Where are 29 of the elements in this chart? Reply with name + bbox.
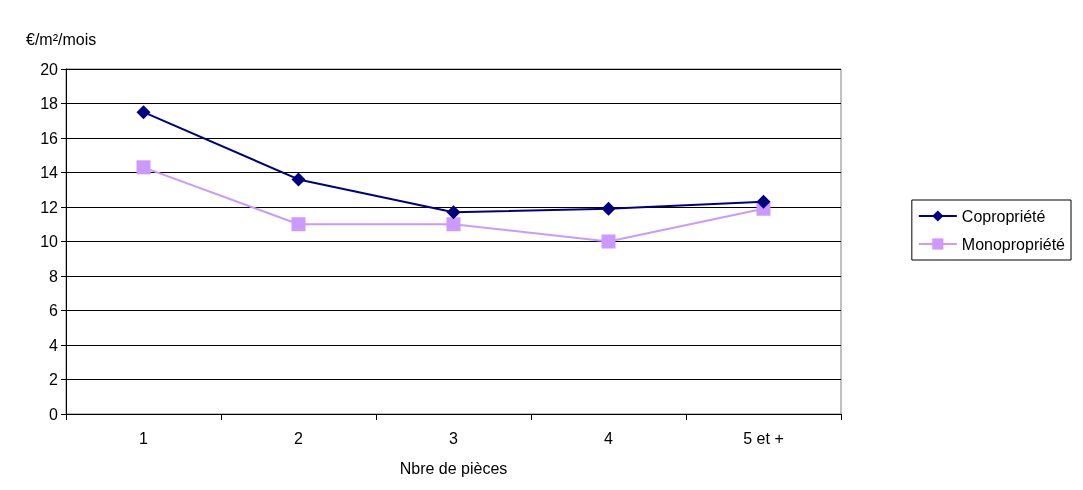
point (446, 205, 461, 220)
y-tick-label: 8 (49, 267, 59, 285)
point (756, 194, 771, 209)
x-tick-label: 3 (449, 429, 459, 447)
x-tick-label: 4 (604, 429, 614, 447)
y-tick-label: 18 (40, 95, 59, 112)
point (136, 160, 151, 175)
y-tick-label: 20 (40, 60, 59, 78)
y-tick-label: 2 (49, 371, 59, 388)
point (291, 217, 306, 232)
y-axis-title: €/m²/mois (26, 30, 97, 48)
x-tick-label: 1 (139, 429, 149, 447)
y-tick-label: 14 (40, 164, 59, 181)
y-tick-label: 6 (49, 302, 59, 319)
y-tick-label: 10 (40, 233, 59, 250)
x-tick-label: 5 et + (743, 429, 784, 447)
x-axis-title: Nbre de pièces (399, 459, 508, 477)
legend-label: Copropriété (961, 207, 1046, 225)
point (136, 105, 151, 120)
point (601, 234, 616, 249)
y-tick-label: 16 (40, 129, 59, 147)
y-tick-label: 4 (49, 336, 59, 354)
x-tick-label: 2 (294, 429, 304, 447)
y-tick-label: 12 (40, 198, 59, 216)
point (601, 201, 616, 216)
point (446, 217, 461, 232)
legend-label: Monopropriété (961, 235, 1066, 253)
y-tick-label: 0 (49, 405, 59, 423)
point (291, 172, 306, 187)
